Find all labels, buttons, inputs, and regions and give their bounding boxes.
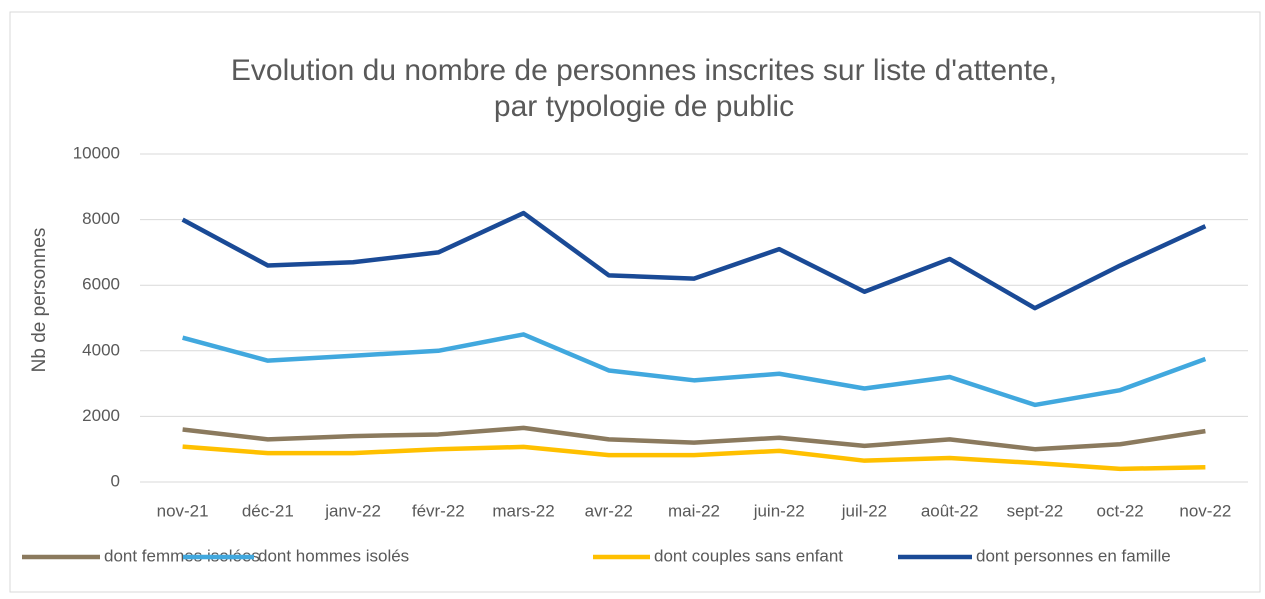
x-tick-label: déc-21: [242, 501, 294, 520]
x-tick-label: nov-22: [1179, 501, 1231, 520]
chart-title: par typologie de public: [494, 90, 794, 123]
y-tick-label: 2000: [82, 406, 120, 425]
x-tick-label: mars-22: [492, 501, 554, 520]
series-line: [182, 332, 1207, 408]
x-tick-label: mai-22: [668, 501, 720, 520]
chart-title: Evolution du nombre de personnes inscrit…: [231, 54, 1057, 87]
x-tick-label: nov-21: [157, 501, 209, 520]
series-line: [182, 425, 1206, 452]
x-tick-label: oct-22: [1097, 501, 1144, 520]
x-tick-label: févr-22: [412, 501, 465, 520]
x-tick-label: juil-22: [841, 501, 887, 520]
y-tick-label: 4000: [82, 340, 120, 359]
y-tick-label: 6000: [82, 275, 120, 294]
y-tick-label: 8000: [82, 209, 120, 228]
x-tick-label: janv-22: [324, 501, 381, 520]
y-tick-label: 0: [111, 471, 120, 490]
series-line: [181, 210, 1207, 311]
x-tick-label: août-22: [921, 501, 979, 520]
x-tick-label: avr-22: [585, 501, 633, 520]
y-tick-label: 10000: [73, 143, 120, 162]
x-tick-label: sept-22: [1007, 501, 1064, 520]
series-line: [182, 444, 1206, 472]
legend-label: dont personnes en famille: [976, 546, 1171, 565]
y-axis-label: Nb de personnes: [29, 228, 50, 373]
legend-label: dont hommes isolés: [258, 546, 409, 565]
x-tick-label: juin-22: [753, 501, 805, 520]
legend-label: dont femmes isolées: [104, 546, 260, 565]
legend-label: dont couples sans enfant: [654, 546, 843, 565]
